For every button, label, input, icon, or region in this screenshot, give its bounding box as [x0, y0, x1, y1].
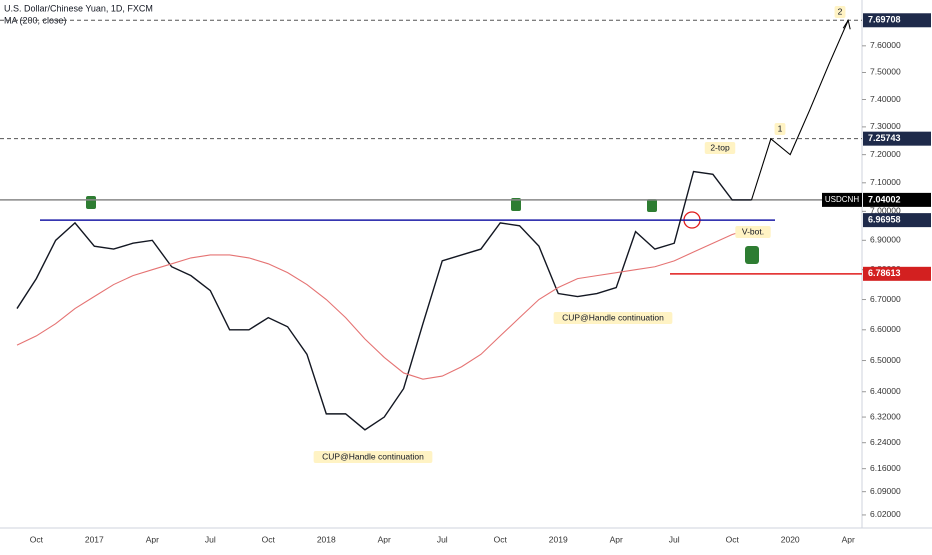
x-tick-label: 2017 [85, 534, 104, 544]
annotation-bg [313, 451, 433, 463]
annotation-bg [704, 142, 736, 154]
annotation-bg [774, 123, 786, 135]
symbol-box [822, 192, 862, 207]
annotation: V-bot. [742, 226, 764, 236]
y-tick-label: 6.90000 [870, 235, 901, 245]
level-label: 7.69708 [868, 15, 901, 25]
y-tick-label: 7.20000 [870, 149, 901, 159]
annotation-bg [834, 6, 846, 18]
x-tick-label: Oct [726, 534, 740, 544]
y-tick-label: 6.50000 [870, 355, 901, 365]
y-tick-label: 6.32000 [870, 411, 901, 421]
x-tick-label: Oct [30, 534, 44, 544]
level-box [863, 13, 931, 28]
x-tick-label: Apr [378, 534, 391, 544]
x-tick-label: 2019 [549, 534, 568, 544]
level-box [863, 266, 931, 281]
x-tick-label: Oct [494, 534, 508, 544]
series-line [16, 228, 752, 380]
x-tick-label: Oct [262, 534, 276, 544]
y-tick-label: 7.10000 [870, 177, 901, 187]
y-tick-label: 7.40000 [870, 94, 901, 104]
annotation-bg [553, 312, 673, 324]
x-tick-label: 2020 [781, 534, 800, 544]
x-tick-label: 2018 [317, 534, 336, 544]
arrow-head [842, 18, 851, 30]
annotation: 2 [838, 6, 843, 16]
x-tick-label: Apr [146, 534, 159, 544]
symbol-label: USDCNH [825, 195, 859, 204]
y-tick-label: 7.50000 [870, 67, 901, 77]
chart-title: U.S. Dollar/Chinese Yuan, 1D, FXCM [4, 3, 153, 13]
series-line [16, 170, 752, 431]
annotation-bg [735, 226, 771, 238]
x-tick-label: Apr [842, 534, 855, 544]
y-tick-label: 7.00000 [870, 206, 901, 216]
level-label: 7.04002 [868, 194, 901, 204]
x-tick-label: Jul [437, 534, 448, 544]
level-box [863, 192, 931, 207]
annotation: 2-top [710, 142, 730, 152]
y-tick-label: 6.24000 [870, 437, 901, 447]
y-tick-label: 6.40000 [870, 386, 901, 396]
x-tick-label: Jul [205, 534, 216, 544]
level-label: 7.25743 [868, 133, 901, 143]
series-line [751, 20, 849, 201]
level-box [863, 213, 931, 228]
y-tick-label: 6.60000 [870, 324, 901, 334]
x-tick-label: Jul [669, 534, 680, 544]
y-tick-label: 7.30000 [870, 121, 901, 131]
annotation: CUP@Handle continuation [322, 451, 424, 461]
annotation: CUP@Handle continuation [562, 312, 664, 322]
annotation: 1 [778, 123, 783, 133]
y-tick-label: 6.16000 [870, 463, 901, 473]
y-tick-label: 7.60000 [870, 40, 901, 50]
y-tick-label: 6.70000 [870, 294, 901, 304]
y-tick-label: 6.09000 [870, 486, 901, 496]
level-label: 6.96958 [868, 214, 901, 224]
level-label: 6.78613 [868, 268, 901, 278]
x-tick-label: Apr [610, 534, 623, 544]
level-box [863, 131, 931, 146]
y-tick-label: 6.02000 [870, 509, 901, 519]
